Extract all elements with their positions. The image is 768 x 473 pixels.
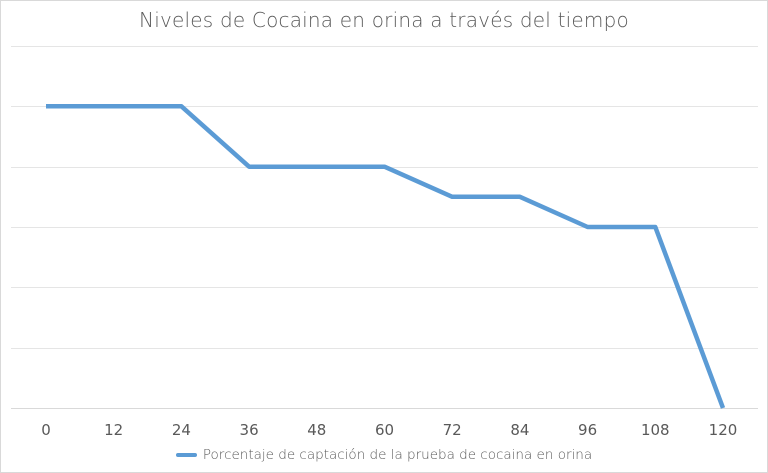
x-tick-label: 72 xyxy=(443,421,462,439)
x-tick-label: 120 xyxy=(709,421,738,439)
x-tick-label: 12 xyxy=(104,421,123,439)
x-tick-label: 24 xyxy=(172,421,191,439)
x-axis: 0 12 24 36 48 60 72 84 96 108 120 xyxy=(41,421,737,439)
x-tick-label: 0 xyxy=(41,421,51,439)
legend: Porcentaje de captación de la prueba de … xyxy=(1,447,767,463)
x-tick-label: 108 xyxy=(641,421,670,439)
series-layer xyxy=(46,104,726,409)
x-tick-label: 36 xyxy=(240,421,259,439)
x-tick-label: 84 xyxy=(510,421,529,439)
legend-swatch xyxy=(175,453,197,457)
x-tick-label: 48 xyxy=(307,421,326,439)
x-tick-label: 96 xyxy=(578,421,597,439)
chart-title: Niveles de Cocaina en orina a través del… xyxy=(139,8,629,32)
series-line xyxy=(46,104,726,409)
x-tick-label: 60 xyxy=(375,421,394,439)
legend-label: Porcentaje de captación de la prueba de … xyxy=(202,447,593,463)
gridlines xyxy=(11,46,758,409)
